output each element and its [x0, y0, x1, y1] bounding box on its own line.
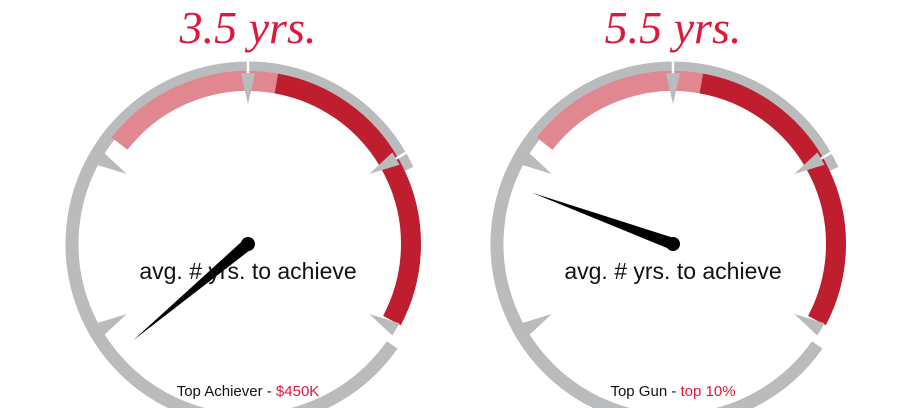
gauge-top-gun: 5.5 yrs. avg. # yrs. to achieve Top Gun …: [463, 0, 883, 408]
gauge-footer-value: top 10%: [680, 383, 736, 400]
gauge-band-dark: [699, 73, 846, 326]
gauge-value-label: 5.5 yrs.: [604, 2, 742, 53]
gauge-needle-hub: [666, 237, 680, 251]
gauge-needle: [133, 239, 252, 341]
gauge-tick: [369, 152, 400, 174]
gauge-footer: Top Gun - top 10%: [463, 383, 883, 400]
gauge-footer: Top Achiever - $450K: [38, 383, 458, 400]
gauge-footer-label: Top Gun -: [610, 383, 681, 400]
gauge-tick: [665, 73, 681, 104]
gauge-band-dark: [274, 73, 421, 326]
gauge-track: [490, 61, 839, 408]
gauge-needle-hub: [241, 237, 255, 251]
gauge-tick: [794, 314, 825, 336]
gauge-tick: [794, 152, 825, 174]
gauge-tick: [96, 314, 127, 336]
gauge-top-achiever: 3.5 yrs. avg. # yrs. to achieve Top Achi…: [38, 0, 458, 408]
gauge-tick: [521, 314, 552, 336]
gauge-tick: [521, 152, 552, 174]
gauge-dial: [490, 61, 846, 408]
gauge-needle: [532, 192, 676, 250]
gauge-tick: [369, 314, 400, 336]
gauge-caption: avg. # yrs. to achieve: [564, 258, 782, 284]
gauge-value-label: 3.5 yrs.: [179, 2, 317, 53]
gauge-band-light: [536, 71, 704, 150]
gauge-caption: avg. # yrs. to achieve: [139, 258, 357, 284]
gauge-footer-label: Top Achiever -: [176, 383, 276, 400]
gauge-tick: [96, 152, 127, 174]
gauge-footer-value: $450K: [275, 383, 320, 400]
gauge-dial: [65, 61, 421, 408]
gauge-band-light: [111, 71, 279, 150]
gauge-tick: [240, 73, 256, 104]
gauge-track: [65, 61, 414, 408]
